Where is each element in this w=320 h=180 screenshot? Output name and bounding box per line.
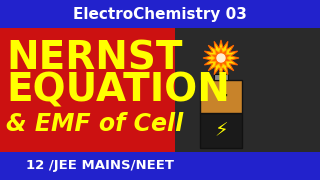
Text: 12 /JEE MAINS/NEET: 12 /JEE MAINS/NEET: [26, 159, 174, 172]
FancyBboxPatch shape: [200, 113, 242, 148]
FancyBboxPatch shape: [0, 0, 320, 28]
FancyBboxPatch shape: [175, 0, 320, 180]
Polygon shape: [211, 47, 231, 69]
Text: & EMF of Cell: & EMF of Cell: [6, 112, 183, 136]
FancyBboxPatch shape: [0, 152, 320, 180]
Circle shape: [217, 54, 225, 62]
FancyBboxPatch shape: [200, 80, 242, 113]
Text: EQUATION: EQUATION: [6, 71, 230, 109]
Text: ⚡: ⚡: [214, 122, 228, 141]
Text: +: +: [214, 87, 228, 105]
Text: NERNST: NERNST: [6, 39, 182, 77]
Polygon shape: [203, 40, 239, 76]
Text: ElectroChemistry 03: ElectroChemistry 03: [73, 6, 247, 21]
FancyBboxPatch shape: [214, 74, 228, 80]
